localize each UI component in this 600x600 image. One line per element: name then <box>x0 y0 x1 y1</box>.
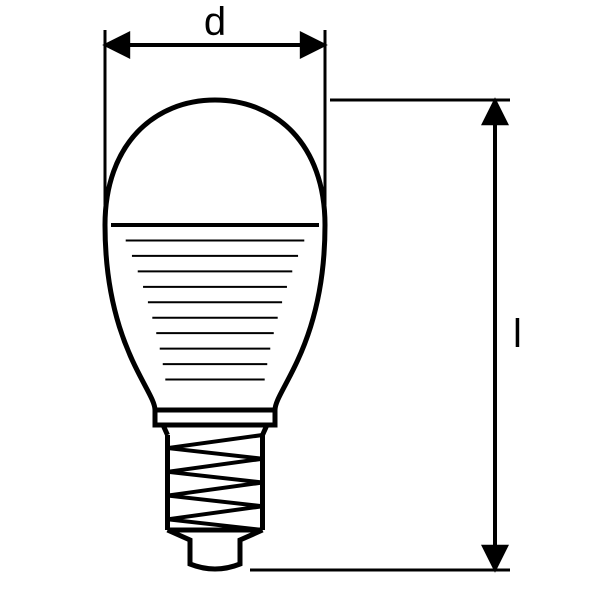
bulb-dimensional-drawing: dl <box>0 0 600 600</box>
bulb-tip <box>168 530 263 569</box>
dim-label-l: l <box>513 312 522 356</box>
bulb-outline <box>105 100 325 425</box>
dim-label-d: d <box>204 0 226 44</box>
